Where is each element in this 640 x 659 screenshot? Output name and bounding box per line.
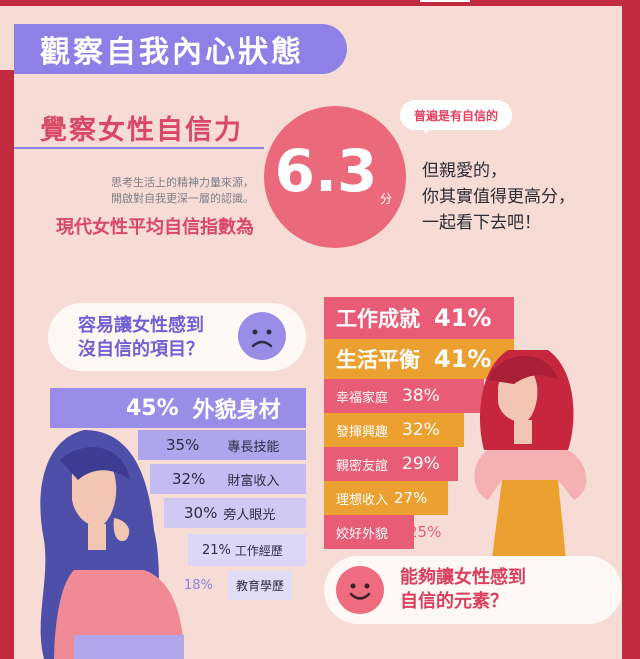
question-high-line-2: 自信的元素？ [400, 591, 508, 612]
speech-bubble-tail [420, 126, 432, 134]
high-bar-5-pct: 29% [402, 454, 440, 474]
right-border [622, 0, 640, 659]
encouragement-line-1: 但親愛的， [422, 161, 507, 181]
high-bar-1: 工作成就 41% [324, 297, 514, 339]
low-bar-3: 32% 財富收入 [150, 464, 306, 494]
high-bar-3: 幸福家庭 38% [324, 379, 484, 413]
speech-bubble: 普遍是有自信的 [400, 100, 512, 130]
high-bar-4-pct: 32% [402, 420, 440, 440]
high-bar-4-label: 發揮興趣 [336, 424, 389, 440]
question-high-confidence: 能夠讓女性感到 自信的元素？ [400, 566, 526, 614]
high-bar-5-label: 親密友誼 [336, 458, 389, 474]
sad-face-icon [238, 312, 286, 360]
high-bar-4: 發揮興趣 32% [324, 413, 464, 447]
question-high-line-1: 能夠讓女性感到 [400, 567, 526, 588]
low-bar-6: 18% 教育學歷 [176, 570, 306, 600]
low-bar-1-pct: 45% [126, 395, 179, 421]
top-border [0, 0, 622, 6]
encouragement-line-2: 你其實值得更高分， [422, 187, 575, 207]
low-bar-4-pct: 30% [184, 504, 218, 522]
high-bar-6: 理想收入 27% [324, 481, 448, 515]
high-bar-3-pct: 38% [402, 386, 440, 406]
high-bar-2-label: 生活平衡 [336, 348, 420, 372]
high-bar-2: 生活平衡 41% [324, 339, 514, 379]
high-bar-7-pct: 25% [408, 523, 442, 541]
question-low-line-2: 沒自信的項目？ [78, 339, 204, 360]
banner-title: 觀察自我內心狀態 [40, 35, 304, 70]
score-unit: 分 [380, 192, 393, 206]
high-bar-1-label: 工作成就 [336, 307, 420, 331]
low-bar-4-label: 旁人眼光 [223, 507, 276, 523]
subtitle: 覺察女性自信力 [40, 115, 243, 146]
description-line-2: 開啟對自我更深一層的認識。 [111, 192, 254, 205]
woman-dark-hair-illustration [40, 430, 184, 659]
low-bar-4: 30% 旁人眼光 [164, 498, 306, 528]
question-low-line-1: 容易讓女性感到 [78, 315, 204, 336]
low-bar-3-label: 財富收入 [227, 473, 280, 489]
section-banner: 觀察自我內心狀態 [14, 24, 347, 74]
low-bar-3-pct: 32% [172, 470, 206, 488]
score-value: 6.3 [274, 137, 378, 205]
left-border [0, 70, 14, 659]
description-line-1: 思考生活上的精神力量來源， [111, 176, 254, 189]
top-border-accent [420, 0, 470, 2]
low-bar-5: 21% 工作經歷 [188, 534, 306, 566]
high-bar-7-label: 姣好外貌 [336, 526, 389, 542]
high-bar-1-pct: 41% [434, 304, 492, 332]
high-bar-3-label: 幸福家庭 [336, 390, 389, 406]
low-bar-2: 35% 專長技能 [138, 430, 306, 460]
low-bar-5-pct: 21% [202, 542, 231, 558]
question-low-confidence: 容易讓女性感到 沒自信的項目？ [78, 314, 204, 362]
low-bar-5-label: 工作經歷 [234, 543, 283, 558]
high-bar-6-label: 理想收入 [336, 492, 389, 508]
subtitle-underline [14, 147, 264, 149]
encouragement-line-3: 一起看下去吧！ [422, 213, 541, 233]
low-bar-6-label: 教育學歷 [228, 570, 293, 600]
low-bar-2-pct: 35% [166, 436, 200, 454]
high-bar-2-pct: 41% [434, 345, 492, 373]
high-bar-7: 姣好外貌 25% [324, 515, 441, 549]
low-bar-6-pct: 18% [184, 577, 213, 593]
description: 思考生活上的精神力量來源， 開啟對自我更深一層的認識。 [40, 175, 254, 207]
high-bar-6-pct: 27% [394, 489, 428, 507]
woman-red-hair-illustration [474, 350, 587, 559]
index-label: 現代女性平均自信指數為 [56, 217, 254, 238]
score-circle [264, 106, 406, 248]
high-bar-5: 親密友誼 29% [324, 447, 458, 481]
encouragement-text: 但親愛的， 你其實值得更高分， 一起看下去吧！ [422, 158, 575, 236]
low-bar-2-label: 專長技能 [227, 439, 280, 455]
low-bar-1-label: 外貌身材 [192, 398, 281, 423]
low-bar-1: 45% 外貌身材 [50, 388, 306, 428]
happy-face-icon [336, 566, 384, 614]
